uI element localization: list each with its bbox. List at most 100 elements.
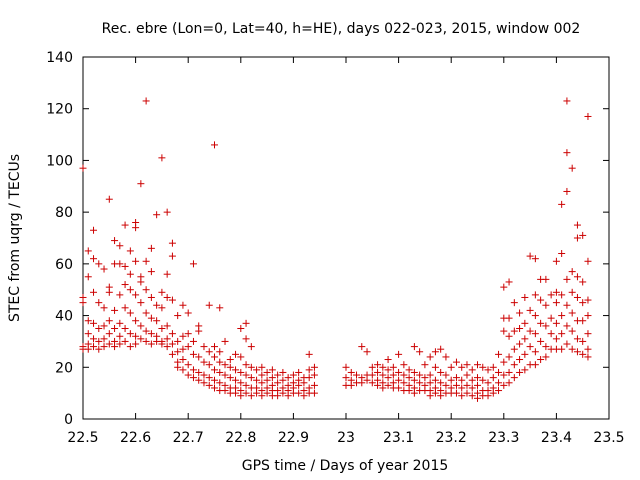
data-point xyxy=(216,368,224,376)
data-point xyxy=(368,363,376,371)
data-point xyxy=(237,353,245,361)
data-point xyxy=(568,268,576,276)
data-point xyxy=(395,368,403,376)
data-point xyxy=(247,374,255,382)
data-point xyxy=(558,291,566,299)
data-point xyxy=(347,381,355,389)
y-tick-label: 120 xyxy=(46,102,73,118)
data-point xyxy=(531,330,539,338)
data-point xyxy=(516,368,524,376)
data-point xyxy=(258,363,266,371)
x-tick-label: 23.2 xyxy=(436,430,467,446)
data-point xyxy=(163,335,171,343)
data-point xyxy=(374,361,382,369)
data-point xyxy=(184,371,192,379)
data-point xyxy=(137,278,145,286)
data-point xyxy=(147,330,155,338)
data-point xyxy=(584,296,592,304)
data-point xyxy=(510,361,518,369)
data-point xyxy=(505,368,513,376)
data-point xyxy=(489,389,497,397)
chart-title: Rec. ebre (Lon=0, Lat=40, h=HE), days 02… xyxy=(102,21,581,37)
data-point xyxy=(537,296,545,304)
data-point xyxy=(505,278,513,286)
data-point xyxy=(126,309,134,317)
data-point xyxy=(584,112,592,120)
data-point xyxy=(200,343,208,351)
data-point xyxy=(568,288,576,296)
data-point xyxy=(242,371,250,379)
data-point xyxy=(558,330,566,338)
data-point xyxy=(242,389,250,397)
data-point xyxy=(531,361,539,369)
data-point xyxy=(489,374,497,382)
data-point xyxy=(442,371,450,379)
data-point xyxy=(305,374,313,382)
data-point xyxy=(295,381,303,389)
data-point xyxy=(132,257,140,265)
data-point xyxy=(174,312,182,320)
data-point xyxy=(410,368,418,376)
data-points xyxy=(79,97,592,402)
data-point xyxy=(410,389,418,397)
data-point xyxy=(410,376,418,384)
data-point xyxy=(458,384,466,392)
data-point xyxy=(189,260,197,268)
data-point xyxy=(526,252,534,260)
data-point xyxy=(116,319,124,327)
x-tick-label: 22.7 xyxy=(173,430,204,446)
data-point xyxy=(189,350,197,358)
data-point xyxy=(95,260,103,268)
data-point xyxy=(163,293,171,301)
data-point xyxy=(463,361,471,369)
data-point xyxy=(284,392,292,400)
data-point xyxy=(584,353,592,361)
data-point xyxy=(379,363,387,371)
data-point xyxy=(300,379,308,387)
data-point xyxy=(216,379,224,387)
data-point xyxy=(79,164,87,172)
data-point xyxy=(489,363,497,371)
data-point xyxy=(116,260,124,268)
data-point xyxy=(84,247,92,255)
data-point xyxy=(126,286,134,294)
data-point xyxy=(289,371,297,379)
data-point xyxy=(232,366,240,374)
data-point xyxy=(458,363,466,371)
data-point xyxy=(468,376,476,384)
data-point xyxy=(531,312,539,320)
data-point xyxy=(552,288,560,296)
data-point xyxy=(458,392,466,400)
data-point xyxy=(226,356,234,364)
data-point xyxy=(379,371,387,379)
data-point xyxy=(452,358,460,366)
data-point xyxy=(111,343,119,351)
data-point xyxy=(510,345,518,353)
data-point xyxy=(389,363,397,371)
data-point xyxy=(142,286,150,294)
data-point xyxy=(147,244,155,252)
data-point xyxy=(90,226,98,234)
data-point xyxy=(431,348,439,356)
data-point xyxy=(531,348,539,356)
data-point xyxy=(521,366,529,374)
data-point xyxy=(153,317,161,325)
x-tick-label: 23.1 xyxy=(383,430,414,446)
data-point xyxy=(521,335,529,343)
data-point xyxy=(137,180,145,188)
data-point xyxy=(310,371,318,379)
data-point xyxy=(237,325,245,332)
data-point xyxy=(579,317,587,325)
data-point xyxy=(263,376,271,384)
data-point xyxy=(126,247,134,255)
data-point xyxy=(279,376,287,384)
data-point xyxy=(505,379,513,387)
data-point xyxy=(205,348,213,356)
data-point xyxy=(353,371,361,379)
data-point xyxy=(237,368,245,376)
data-point xyxy=(274,392,282,400)
data-point xyxy=(400,361,408,369)
data-point xyxy=(442,353,450,361)
data-point xyxy=(426,379,434,387)
data-point xyxy=(558,345,566,353)
